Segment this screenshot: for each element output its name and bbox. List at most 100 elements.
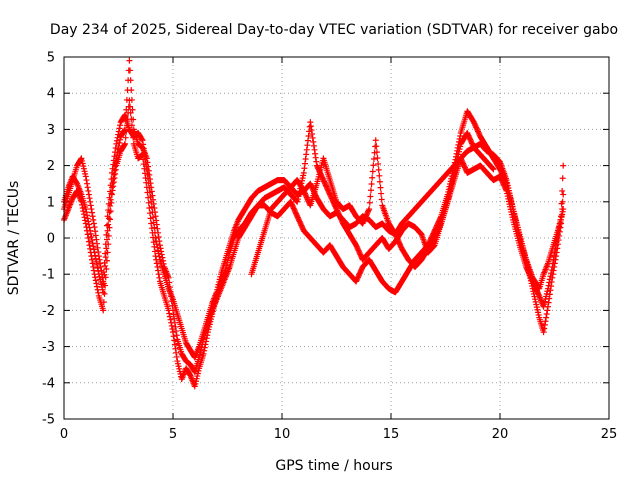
data-point — [151, 243, 158, 250]
data-point — [103, 236, 110, 243]
data-point — [142, 175, 149, 182]
data-point — [83, 209, 90, 216]
data-point — [370, 162, 377, 169]
data-point — [167, 316, 174, 323]
x-tick-label: 5 — [169, 427, 177, 442]
data-point — [116, 139, 123, 146]
data-point — [551, 249, 558, 256]
data-point — [166, 284, 173, 291]
data-point — [169, 302, 176, 309]
data-point — [100, 289, 107, 296]
data-point — [128, 87, 135, 94]
data-point — [553, 242, 560, 249]
data-point — [173, 353, 180, 360]
data-point — [141, 165, 148, 172]
data-point — [82, 206, 89, 213]
data-point — [140, 161, 147, 168]
data-point — [171, 337, 178, 344]
data-point — [160, 257, 167, 264]
data-point — [490, 166, 497, 173]
data-point — [366, 199, 373, 206]
data-point — [96, 256, 103, 263]
data-point — [373, 143, 380, 150]
data-point — [548, 270, 555, 277]
data-point — [113, 152, 120, 159]
y-tick-label: 2 — [47, 159, 55, 174]
data-point — [172, 345, 179, 352]
y-tick-label: 1 — [47, 195, 55, 210]
data-point — [104, 249, 111, 256]
data-point — [82, 173, 89, 180]
data-point — [559, 175, 566, 182]
data-point — [173, 349, 180, 356]
data-point — [84, 184, 91, 191]
data-point — [105, 215, 112, 222]
data-point — [110, 183, 117, 190]
data-point — [112, 170, 119, 177]
data-point — [129, 106, 136, 113]
data-point — [90, 263, 97, 270]
data-point — [151, 209, 158, 216]
data-point — [146, 176, 153, 183]
data-point — [105, 232, 112, 239]
x-tick-label: 10 — [274, 427, 291, 442]
data-point — [87, 227, 94, 234]
data-point — [544, 285, 551, 292]
data-point — [103, 257, 110, 264]
data-point — [88, 206, 95, 213]
data-point — [108, 199, 115, 206]
data-point — [378, 196, 385, 203]
data-point — [127, 67, 134, 74]
data-point — [85, 238, 92, 245]
data-point — [150, 234, 157, 241]
data-point — [548, 267, 555, 274]
y-axis-label: SDTVAR / TECUs — [6, 181, 22, 296]
data-point — [171, 341, 178, 348]
data-point — [102, 262, 109, 269]
data-point — [156, 274, 163, 281]
data-point — [545, 282, 552, 289]
y-tick-label: -4 — [42, 376, 55, 391]
data-point — [107, 216, 114, 223]
data-point — [127, 103, 134, 110]
data-point — [148, 184, 155, 191]
data-point — [170, 333, 177, 340]
data-point — [105, 221, 112, 228]
data-point — [552, 245, 559, 252]
plot-frame — [63, 56, 610, 420]
data-point — [558, 200, 565, 207]
data-point — [89, 260, 96, 267]
data-point — [368, 181, 375, 188]
data-point — [127, 77, 134, 84]
data-point — [108, 184, 115, 191]
data-point — [89, 240, 96, 247]
data-point — [158, 248, 165, 255]
data-point — [560, 162, 567, 169]
data-point — [155, 229, 162, 236]
data-point — [367, 187, 374, 194]
data-point — [153, 221, 160, 228]
data-point — [152, 213, 159, 220]
data-point — [100, 280, 107, 287]
data-point — [109, 187, 116, 194]
data-point — [113, 155, 120, 162]
data-point — [139, 137, 146, 144]
data-point — [104, 227, 111, 234]
data-point — [84, 215, 91, 222]
data-point — [145, 163, 152, 170]
data-point — [148, 220, 155, 227]
data-point — [90, 246, 97, 253]
data-point — [100, 307, 107, 314]
data-point — [549, 263, 556, 270]
data-point — [146, 171, 153, 178]
data-point — [168, 322, 175, 329]
data-point — [542, 318, 549, 325]
data-point — [170, 311, 177, 318]
data-point — [103, 266, 110, 273]
data-point — [170, 307, 176, 314]
data-point — [122, 116, 129, 123]
y-tick-label: 5 — [47, 51, 55, 66]
data-point — [95, 268, 102, 275]
data-point — [143, 155, 150, 162]
x-tick-label: 25 — [601, 427, 618, 442]
